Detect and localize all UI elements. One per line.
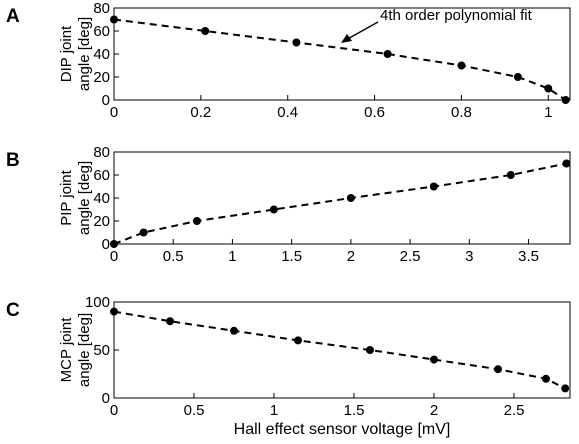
panel-c-y-axis-label-line: MCP joint	[58, 317, 75, 383]
panel-a-x-tick-label: 0.6	[364, 104, 385, 121]
panel-a-data-point	[110, 15, 118, 24]
panel-c-fit-line	[113, 310, 566, 390]
panel-b-y-axis-label: PIP jointangle [deg]	[58, 161, 93, 235]
panel-b-x-tick-label: 3.5	[518, 248, 539, 265]
panel-c-y-tick-label: 100	[85, 294, 110, 311]
panel-b-x-tick-label: 0	[110, 248, 118, 265]
panel-c-x-tick-label: 2	[430, 402, 438, 419]
panel-b-plot-frame	[113, 151, 571, 245]
panel-c-data-point	[166, 317, 174, 326]
panel-b-x-tick-label: 2	[347, 248, 355, 265]
panel-a-y-axis-label-line: angle [deg]	[76, 17, 93, 91]
panel-a-data-point	[561, 96, 570, 104]
panel-c-x-tick-label: 2.5	[504, 402, 525, 419]
panel-c-y-tick-label: 0	[102, 390, 110, 407]
panel-b-x-tick-label: 1.5	[281, 248, 302, 265]
panel-a-data-point	[457, 61, 466, 70]
panel-a-x-tick-label: 0.4	[277, 104, 298, 121]
panel-b-letter: B	[6, 150, 20, 171]
x-axis-label: Hall effect sensor voltage [mV]	[234, 421, 451, 438]
panel-b-data-point	[506, 171, 515, 179]
panel-b-fit-line	[113, 162, 567, 245]
panel-a-y-tick-label: 0	[102, 92, 110, 109]
panel-a-y-tick-label: 80	[93, 0, 110, 17]
panel-b-x-tick-label: 1	[228, 248, 236, 265]
panel-a-data-point	[513, 73, 522, 81]
panel-b-y-tick-label: 40	[93, 190, 110, 207]
panel-c-x-tick-label: 0.5	[184, 402, 205, 419]
panel-c-y-tick-label: 50	[93, 342, 110, 359]
panel-b-data-point	[110, 240, 118, 248]
panel-c-data-point	[430, 355, 438, 364]
panel-a-annotation-arrow-head	[341, 34, 352, 43]
panel-a-x-tick-label: 0	[110, 104, 118, 121]
panel-c-data-point	[494, 365, 502, 374]
panel-a-x-tick-label: 0.2	[190, 104, 211, 121]
panel-b-y-tick-label: 80	[93, 144, 110, 161]
panel-b-x-tick-label: 2.5	[400, 248, 421, 265]
panel-c-data-point	[110, 307, 118, 316]
panel-c-data-point	[561, 384, 570, 393]
panel-c-x-tick-label: 1	[270, 402, 278, 419]
panel-c-y-axis-label-line: angle [deg]	[76, 313, 93, 387]
panel-a-y-tick-label: 20	[93, 69, 110, 86]
panel-b-y-tick-label: 60	[93, 167, 110, 184]
panel-b-x-tick-label: 3	[465, 248, 473, 265]
panel-a-y-axis-label: DIP jointangle [deg]	[58, 17, 93, 91]
panel-a-data-point	[292, 38, 301, 47]
panel-a-letter: A	[6, 6, 20, 27]
panel-c-plot-frame	[113, 301, 571, 399]
panel-c-x-tick-label: 1.5	[344, 402, 365, 419]
panel-c-data-point	[230, 326, 238, 335]
panel-a-data-point	[383, 50, 392, 58]
panel-b-x-tick-label: 0.5	[163, 248, 184, 265]
panel-c-x-tick-label: 0	[110, 402, 118, 419]
panel-b-data-point	[269, 205, 278, 214]
panel-b-data-point	[429, 182, 438, 191]
panel-c-y-axis-label: MCP jointangle [deg]	[58, 313, 93, 387]
panel-b-y-axis-label-line: angle [deg]	[76, 161, 93, 235]
panel-c-data-point	[294, 336, 302, 345]
panel-b-data-point	[562, 159, 571, 168]
panel-a-annotation-text: 4th order polynomial fit	[380, 7, 533, 24]
panel-a-data-point	[544, 84, 553, 93]
panel-a-x-tick-label: 1	[544, 104, 552, 121]
panel-a-fit-line	[113, 18, 567, 101]
panel-b-y-tick-label: 0	[102, 236, 110, 253]
panel-a-y-axis-label-line: DIP joint	[58, 25, 75, 82]
panel-a-y-tick-label: 40	[93, 46, 110, 63]
panel-b-data-point	[139, 228, 148, 237]
panel-c-letter: C	[6, 300, 20, 321]
panel-c-data-point	[366, 346, 374, 354]
panel-b-data-point	[346, 194, 355, 202]
panel-c-data-point	[542, 374, 550, 383]
panel-b-y-axis-label-line: PIP joint	[58, 169, 75, 225]
panel-a-x-tick-label: 0.8	[451, 104, 472, 121]
panel-a-data-point	[201, 27, 210, 35]
panel-b-data-point	[192, 217, 201, 225]
panel-b-y-tick-label: 20	[93, 213, 110, 230]
panel-a-y-tick-label: 60	[93, 23, 110, 40]
